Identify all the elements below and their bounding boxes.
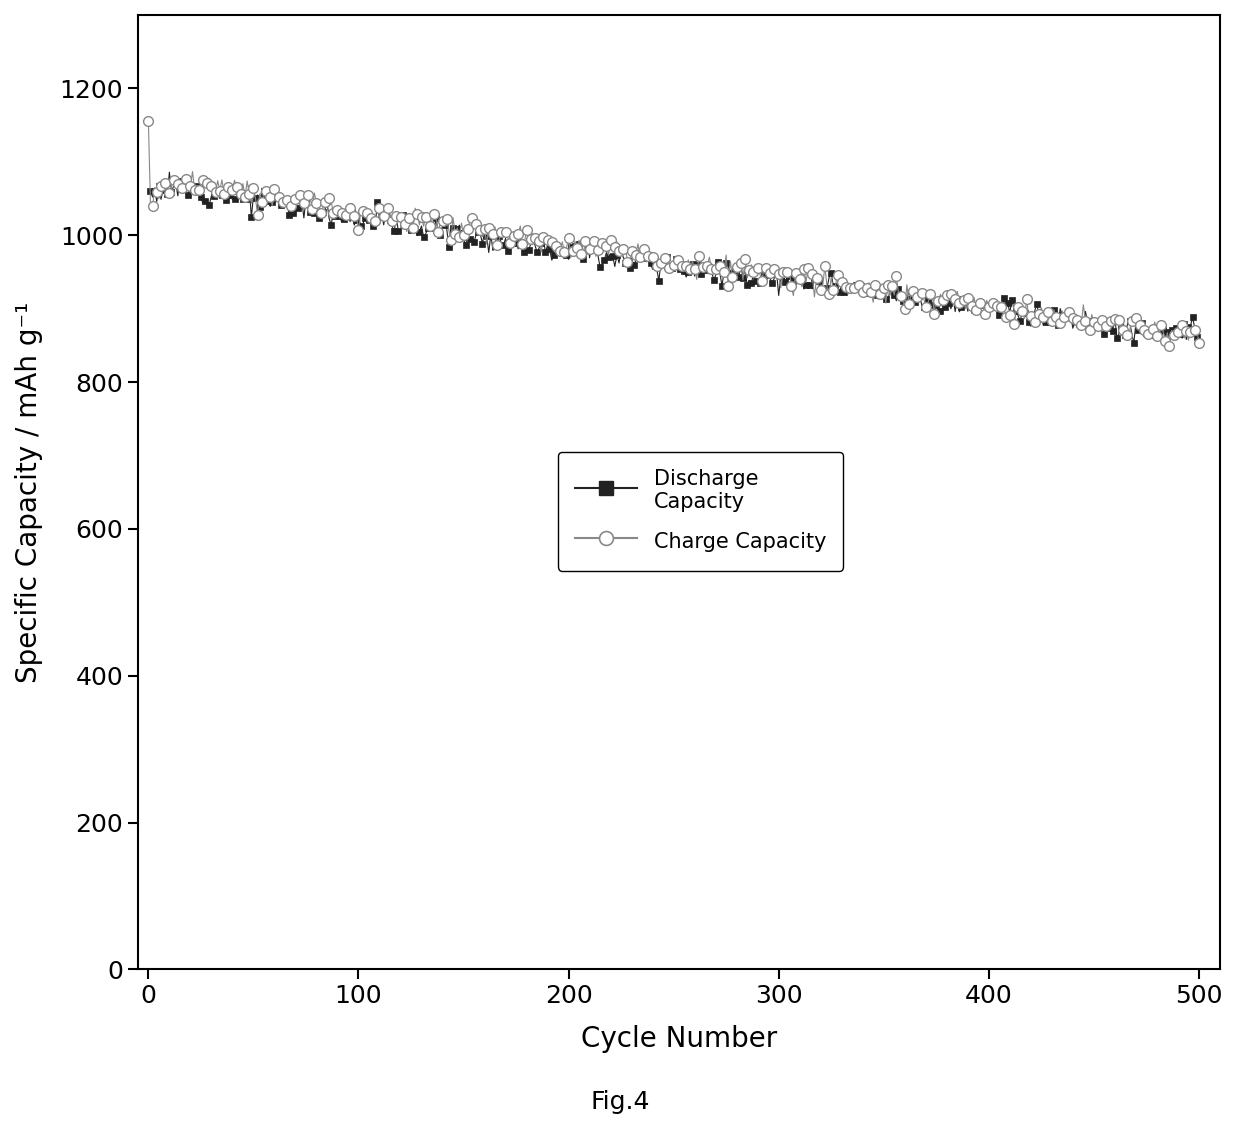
Y-axis label: Specific Capacity / mAh g⁻¹: Specific Capacity / mAh g⁻¹: [15, 302, 43, 683]
Text: Fig.4: Fig.4: [590, 1091, 650, 1114]
Legend: Discharge
Capacity, Charge Capacity: Discharge Capacity, Charge Capacity: [558, 452, 843, 571]
X-axis label: Cycle Number: Cycle Number: [580, 1025, 777, 1053]
